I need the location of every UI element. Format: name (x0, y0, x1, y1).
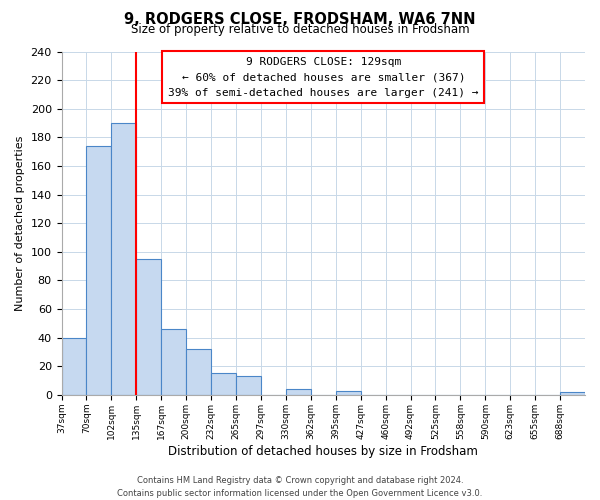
Bar (136, 259, 161, 395)
Bar (336, 390, 361, 395)
Text: Contains HM Land Registry data © Crown copyright and database right 2024.
Contai: Contains HM Land Registry data © Crown c… (118, 476, 482, 498)
X-axis label: Distribution of detached houses by size in Frodsham: Distribution of detached houses by size … (169, 444, 478, 458)
Bar (62, 338, 86, 395)
Y-axis label: Number of detached properties: Number of detached properties (15, 136, 25, 311)
Text: 9, RODGERS CLOSE, FRODSHAM, WA6 7NN: 9, RODGERS CLOSE, FRODSHAM, WA6 7NN (124, 12, 476, 28)
Bar (560, 392, 585, 395)
Bar (161, 329, 186, 395)
Bar (86, 146, 112, 395)
Bar (211, 374, 236, 395)
Bar (236, 376, 261, 395)
Bar (186, 349, 211, 395)
Bar (112, 123, 136, 395)
Bar (286, 389, 311, 395)
Text: Size of property relative to detached houses in Frodsham: Size of property relative to detached ho… (131, 22, 469, 36)
Text: 9 RODGERS CLOSE: 129sqm
← 60% of detached houses are smaller (367)
39% of semi-d: 9 RODGERS CLOSE: 129sqm ← 60% of detache… (168, 56, 479, 98)
